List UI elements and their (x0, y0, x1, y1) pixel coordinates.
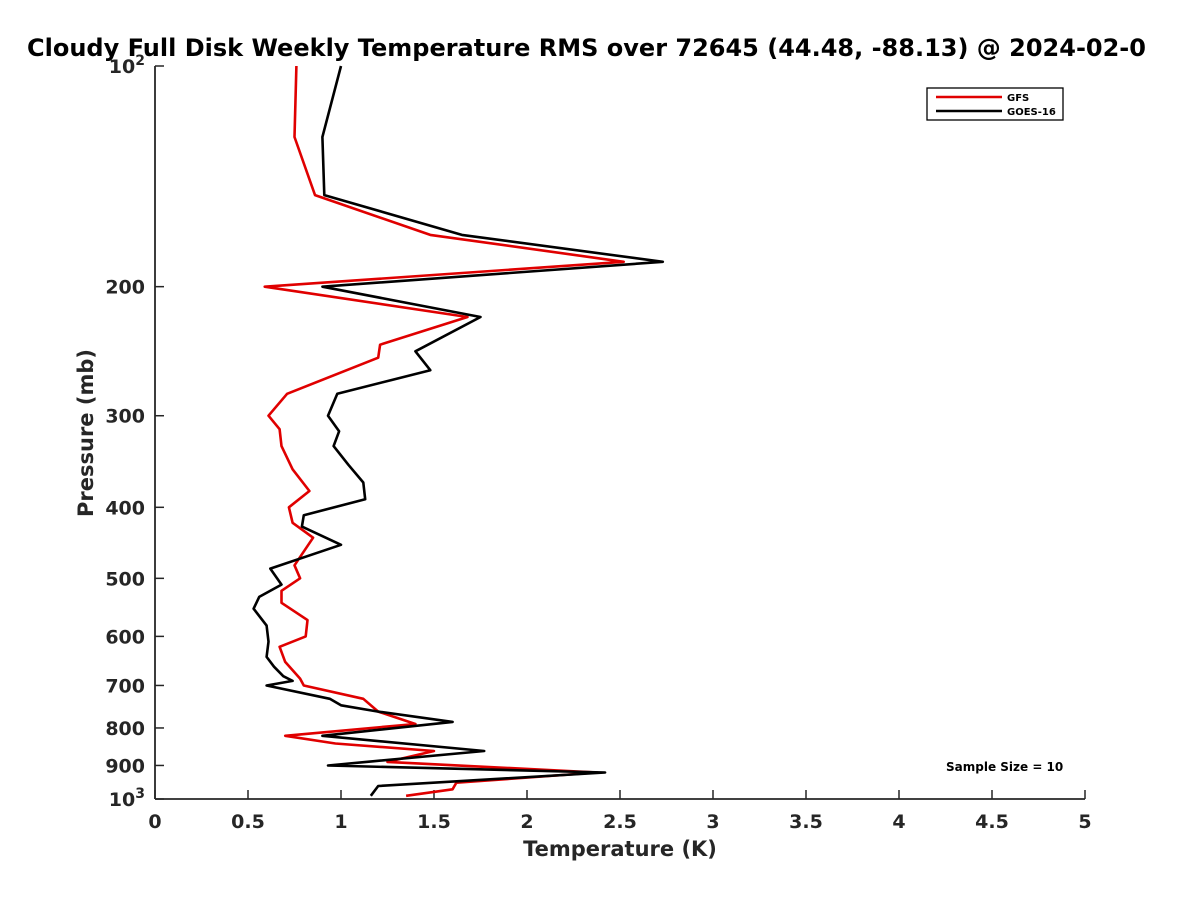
series-layer (252, 65, 665, 798)
y-tick-label: 600 (105, 626, 145, 648)
y-tick-label: 103 (109, 786, 145, 811)
series-line-gfs (263, 65, 626, 798)
y-tick-label: 102 (109, 53, 145, 78)
x-tick-label: 2 (520, 811, 533, 833)
legend-label-goes16: GOES-16 (1007, 107, 1056, 118)
x-tick-label: 2.5 (603, 811, 637, 833)
y-axis-label: Pressure (mb) (74, 349, 98, 517)
x-tick-label: 1.5 (417, 811, 451, 833)
x-tick-label: 4 (892, 811, 905, 833)
legend-box (926, 87, 1064, 121)
x-tick-label: 4.5 (975, 811, 1009, 833)
y-tick-label: 700 (105, 675, 145, 697)
x-tick-label: 3.5 (789, 811, 823, 833)
y-tick-label: 200 (105, 277, 145, 299)
legend: GFS GOES-16 (926, 87, 1064, 121)
y-tick-label: 500 (105, 568, 145, 590)
x-tick-label: 3 (706, 811, 719, 833)
y-tick-label: 300 (105, 406, 145, 428)
legend-label-gfs: GFS (1007, 93, 1029, 104)
chart-title: Cloudy Full Disk Weekly Temperature RMS … (27, 34, 1146, 62)
y-ticks: 102 200 300 400 500 600 700 800 900 103 (105, 53, 164, 811)
x-tick-label: 0 (148, 811, 161, 833)
x-tick-label: 1 (334, 811, 347, 833)
x-axis-label: Temperature (K) (523, 837, 717, 861)
x-tick-label: 0.5 (231, 811, 265, 833)
y-tick-label: 800 (105, 718, 145, 740)
series-line-goes16 (252, 65, 665, 797)
y-tick-label: 400 (105, 497, 145, 519)
y-tick-label: 900 (105, 755, 145, 777)
x-tick-label: 5 (1078, 811, 1091, 833)
sample-size-annotation: Sample Size = 10 (946, 760, 1063, 774)
x-ticks: 0 0.5 1 1.5 2 2.5 3 3.5 4 4.5 5 (148, 790, 1092, 833)
